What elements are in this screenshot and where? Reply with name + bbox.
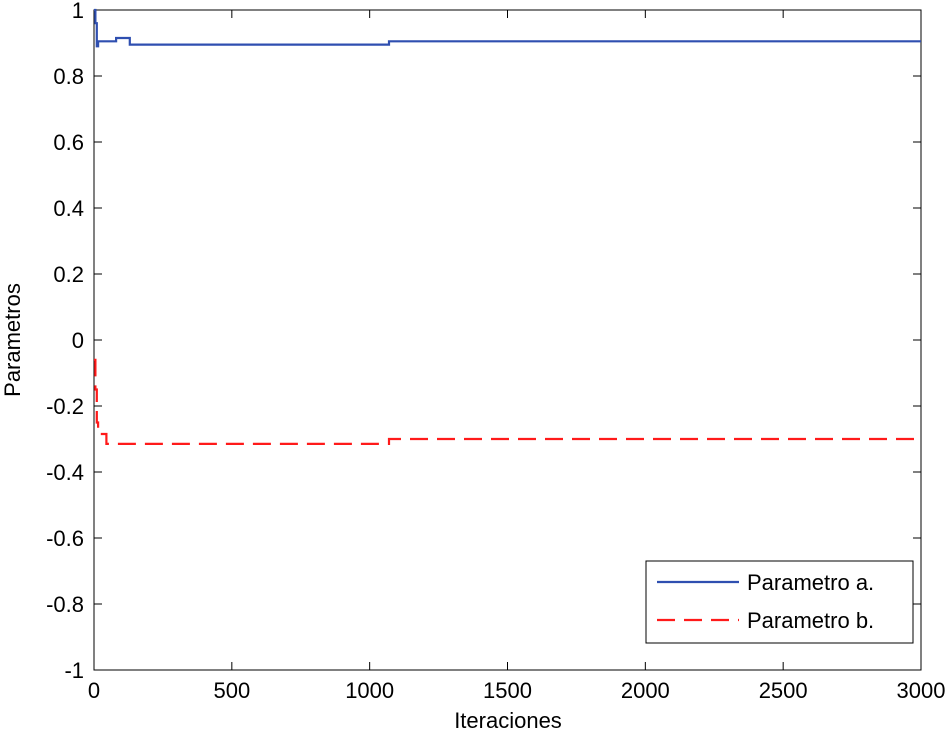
series-line-b (94, 358, 921, 445)
y-tick-labels: 1 0.8 0.6 0.4 0.2 0 -0.2 -0.4 -0.6 -0.8 -1 (46, 0, 84, 683)
y-tick-label: 1 (72, 0, 84, 23)
y-tick-label: -0.2 (46, 394, 84, 419)
x-tick-label: 3000 (897, 678, 946, 703)
x-axis-title: Iteraciones (454, 708, 562, 732)
y-tick-label: 0.2 (53, 262, 84, 287)
y-tick-label: -1 (64, 658, 84, 683)
legend-label-b: Parametro b. (747, 608, 874, 633)
axis-ticks (93, 9, 922, 671)
x-tick-label: 0 (88, 678, 100, 703)
y-tick-label: 0.8 (53, 64, 84, 89)
y-tick-label: -0.8 (46, 592, 84, 617)
series-lines (94, 8, 921, 445)
legend-label-a: Parametro a. (747, 570, 874, 595)
y-tick-label: 0.4 (53, 196, 84, 221)
x-tick-label: 500 (213, 678, 250, 703)
legend: Parametro a. Parametro b. (645, 560, 914, 644)
y-tick-label: 0 (72, 328, 84, 353)
y-tick-label: 0.6 (53, 130, 84, 155)
series-line-a (94, 8, 921, 48)
y-axis-title: Parametros (0, 283, 25, 397)
plot-area (93, 9, 922, 671)
x-tick-label: 1500 (483, 678, 532, 703)
x-tick-labels: 0 500 1000 1500 2000 2500 3000 (88, 678, 946, 703)
y-tick-label: -0.6 (46, 526, 84, 551)
x-tick-label: 2000 (621, 678, 670, 703)
y-tick-label: -0.4 (46, 460, 84, 485)
x-tick-label: 2500 (759, 678, 808, 703)
legend-box (645, 560, 914, 644)
x-tick-label: 1000 (345, 678, 394, 703)
